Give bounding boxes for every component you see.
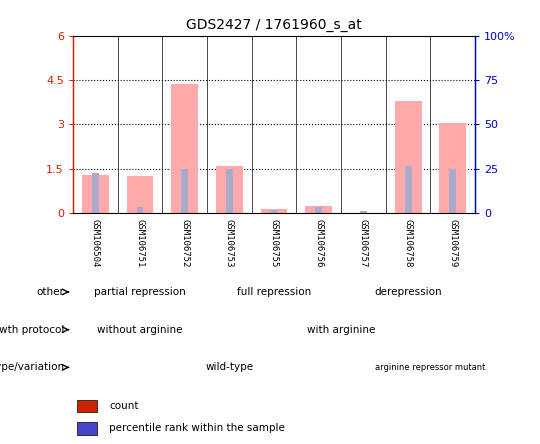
Bar bbox=[395, 101, 422, 213]
Text: GSM106752: GSM106752 bbox=[180, 219, 189, 267]
Bar bbox=[261, 209, 287, 213]
Bar bbox=[82, 174, 109, 213]
Text: with arginine: with arginine bbox=[307, 325, 375, 335]
Bar bbox=[137, 206, 143, 213]
Text: percentile rank within the sample: percentile rank within the sample bbox=[109, 424, 285, 433]
Bar bbox=[181, 169, 188, 213]
Bar bbox=[449, 169, 456, 213]
Text: full repression: full repression bbox=[237, 287, 311, 297]
Bar bbox=[305, 206, 332, 213]
Title: GDS2427 / 1761960_s_at: GDS2427 / 1761960_s_at bbox=[186, 18, 362, 32]
Text: other: other bbox=[36, 287, 64, 297]
Text: GSM106759: GSM106759 bbox=[448, 219, 457, 267]
Text: partial repression: partial repression bbox=[94, 287, 186, 297]
Bar bbox=[360, 211, 367, 213]
Text: derepression: derepression bbox=[374, 287, 442, 297]
Text: GSM106758: GSM106758 bbox=[404, 219, 413, 267]
Bar bbox=[440, 123, 466, 213]
Bar bbox=[126, 176, 153, 213]
Bar bbox=[405, 166, 411, 213]
Bar bbox=[77, 400, 97, 412]
Bar bbox=[271, 210, 278, 213]
Text: GSM106756: GSM106756 bbox=[314, 219, 323, 267]
Text: GSM106755: GSM106755 bbox=[269, 219, 279, 267]
Text: wild-type: wild-type bbox=[205, 362, 253, 373]
Bar bbox=[92, 173, 99, 213]
Bar bbox=[315, 206, 322, 213]
Text: GSM106504: GSM106504 bbox=[91, 219, 100, 267]
Text: GSM106751: GSM106751 bbox=[136, 219, 145, 267]
Bar bbox=[216, 166, 243, 213]
Text: without arginine: without arginine bbox=[97, 325, 183, 335]
Bar bbox=[77, 422, 97, 435]
Text: arginine repressor mutant: arginine repressor mutant bbox=[375, 363, 485, 372]
Text: genotype/variation: genotype/variation bbox=[0, 362, 64, 373]
Text: GSM106753: GSM106753 bbox=[225, 219, 234, 267]
Text: GSM106757: GSM106757 bbox=[359, 219, 368, 267]
Text: count: count bbox=[109, 401, 139, 411]
Text: growth protocol: growth protocol bbox=[0, 325, 64, 335]
Bar bbox=[171, 84, 198, 213]
Bar bbox=[226, 169, 233, 213]
